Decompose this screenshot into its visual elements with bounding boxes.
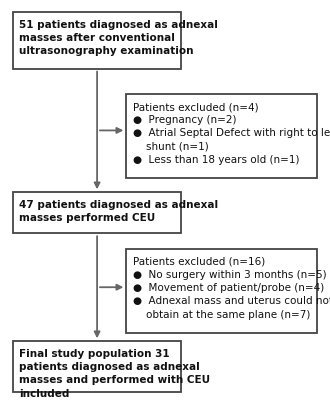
Text: Patients excluded (n=16)
●  No surgery within 3 months (n=5)
●  Movement of pati: Patients excluded (n=16) ● No surgery wi…: [133, 257, 330, 320]
Text: 51 patients diagnosed as adnexal
masses after conventional
ultrasonography exami: 51 patients diagnosed as adnexal masses …: [19, 20, 218, 56]
FancyBboxPatch shape: [126, 249, 317, 333]
Text: Final study population 31
patients diagnosed as adnexal
masses and performed wit: Final study population 31 patients diagn…: [19, 349, 211, 398]
Text: 47 patients diagnosed as adnexal
masses performed CEU: 47 patients diagnosed as adnexal masses …: [19, 200, 218, 223]
FancyBboxPatch shape: [13, 192, 181, 233]
FancyBboxPatch shape: [13, 341, 181, 392]
FancyBboxPatch shape: [13, 12, 181, 69]
FancyBboxPatch shape: [126, 94, 317, 178]
Text: Patients excluded (n=4)
●  Pregnancy (n=2)
●  Atrial Septal Defect with right to: Patients excluded (n=4) ● Pregnancy (n=2…: [133, 102, 330, 165]
